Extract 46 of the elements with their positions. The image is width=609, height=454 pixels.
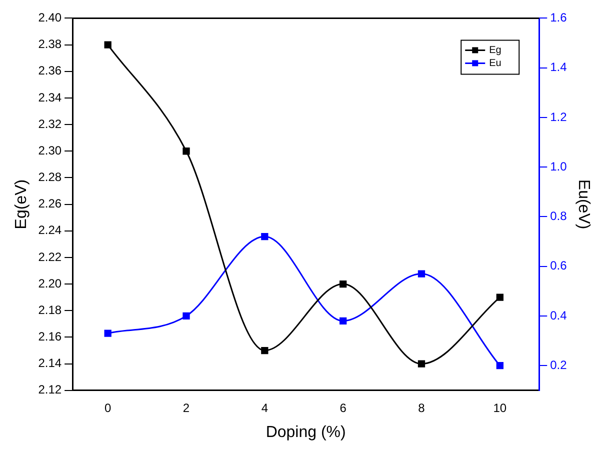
y-tick-label: 2.20: [38, 276, 62, 290]
x-tick-label: 0: [104, 400, 112, 415]
y-tick-label: 2.34: [38, 90, 62, 104]
y2-tick-label: 0.4: [550, 308, 568, 322]
y-tick-label: 2.26: [38, 196, 62, 211]
y-tick-label: 2.36: [38, 64, 62, 78]
point: [182, 148, 190, 155]
y-tick-label: 2.18: [38, 302, 62, 317]
y-tick-label: 2.22: [38, 250, 62, 264]
x-tick-label: 10: [493, 400, 507, 415]
legend-label: Eg: [489, 44, 502, 56]
point: [496, 362, 504, 370]
y-tick-label: 2.28: [38, 170, 62, 184]
y-tick-label: 2.30: [38, 143, 62, 158]
y-tick-label: 2.32: [38, 116, 62, 131]
y2-axis-title: Eu(eV): [574, 179, 592, 230]
point: [261, 232, 268, 240]
y-tick-label: 2.24: [38, 223, 62, 238]
point: [104, 330, 112, 337]
point: [496, 294, 504, 301]
x-tick-label: 8: [418, 400, 426, 415]
y-tick-label: 2.40: [38, 10, 62, 25]
y-tick-label: 2.12: [38, 382, 62, 397]
point: [418, 270, 426, 278]
point: [340, 317, 347, 324]
y-tick-label: 2.38: [38, 37, 62, 52]
y2-tick-label: 1.4: [550, 60, 568, 74]
x-tick-label: 2: [182, 400, 190, 415]
point: [340, 280, 347, 288]
y2-tick-label: 0.2: [550, 358, 568, 372]
x-axis-title: Doping (%): [266, 424, 346, 441]
x-tick-label: 4: [261, 400, 268, 415]
y2-tick-label: 1.2: [550, 110, 568, 124]
y-axis-title: Eg(eV): [13, 179, 30, 230]
y-tick-label: 2.16: [38, 330, 62, 344]
y2-tick-label: 1.6: [550, 10, 568, 25]
y-tick-label: 2.14: [38, 356, 62, 370]
point: [182, 312, 190, 320]
y2-tick-label: 0.6: [550, 258, 568, 273]
point: [418, 360, 426, 368]
point: [104, 41, 112, 48]
y2-tick-label: 0.8: [550, 209, 568, 224]
x-tick-label: 6: [340, 400, 347, 415]
legend-label: Eu: [489, 58, 502, 69]
y2-tick-label: 1.0: [550, 159, 568, 174]
point: [261, 346, 268, 354]
